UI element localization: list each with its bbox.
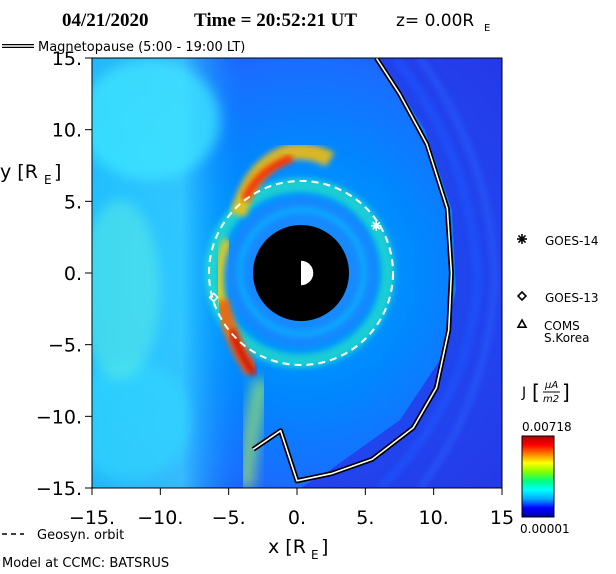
earth-night-side-icon	[288, 260, 301, 286]
goes-14-legend-label: GOES-14	[545, 234, 599, 248]
asterisk-stroke	[517, 234, 527, 244]
tail-lobe-north	[92, 60, 220, 180]
svg-text:]: ]	[54, 161, 61, 183]
triangle-shape	[516, 318, 528, 328]
x-tick-label: 0.	[288, 507, 306, 529]
x-tick-label: −15.	[69, 507, 115, 529]
geosyn-legend: Geosyn. orbit	[2, 528, 124, 543]
goes-13-marker	[208, 292, 219, 303]
svg-text:y [R: y [R	[0, 161, 38, 183]
geosyn-orbit	[208, 180, 394, 366]
goes-14-marker	[371, 220, 382, 231]
magnetopause-legend: Magnetopause (5:00 - 19:00 LT)	[2, 40, 245, 55]
goes-13-legend-label: GOES-13	[545, 291, 599, 305]
title-z: z= 0.00R	[396, 11, 474, 31]
x-tick-label: 10.	[419, 507, 449, 529]
colorbar: J [ μA m2 ] 0.00718 0.00001	[520, 380, 572, 536]
y-tick-label: 10.	[52, 120, 82, 142]
y-tick-label: −5.	[48, 335, 82, 357]
y-tick-label: −15.	[36, 478, 82, 500]
inner-cyan-ring	[237, 207, 367, 337]
y-tick-label: 5.	[64, 191, 82, 213]
colorbar-gradient	[521, 435, 555, 518]
tail-lobe-south	[92, 360, 190, 480]
sheath-band-2	[417, 58, 499, 488]
magnetopause-legend-label: Magnetopause (5:00 - 19:00 LT)	[38, 40, 245, 55]
x-tick-label: 5.	[356, 507, 374, 529]
coms-legend-label-2: S.Korea	[544, 331, 589, 345]
geosyn-legend-label: Geosyn. orbit	[37, 528, 124, 543]
tail-sheet	[92, 200, 160, 380]
current-arc-west	[214, 237, 233, 307]
colorbar-bracket-left: [	[532, 380, 540, 404]
goes-13-legend-icon	[516, 290, 528, 302]
sheath-band-1	[377, 58, 483, 488]
colorbar-max-label: 0.00718	[522, 420, 572, 434]
inner-ring-green	[205, 178, 395, 368]
svg-text:E: E	[44, 173, 52, 187]
title-time: Time = 20:52:21 UT	[194, 10, 357, 31]
magnetopause-line	[252, 58, 453, 482]
y-tick-label: −10.	[36, 406, 82, 428]
current-arc-north-core	[241, 154, 294, 202]
svg-text:x [R: x [R	[268, 536, 306, 558]
x-axis-ticks: −15. −10. −5. 0. 5. 10. 15	[69, 488, 514, 529]
y-axis-ticks: −15. −10. −5. 0. 5. 10. 15.	[36, 48, 92, 500]
diamond-shape	[208, 292, 219, 303]
colorbar-unit-num: μA	[544, 380, 558, 391]
title-date: 04/21/2020	[62, 10, 149, 31]
x-tick-label: −5.	[212, 507, 246, 529]
colorbar-label: J	[521, 385, 526, 401]
diamond-shape	[516, 290, 528, 302]
y-tick-label: 0.	[64, 263, 82, 285]
y-tick-label: 15.	[52, 48, 82, 70]
title-z-subscript: E	[484, 23, 490, 34]
goes-14-legend-icon	[517, 234, 527, 244]
asterisk-stroke	[372, 221, 381, 230]
colorbar-unit-den: m2	[543, 394, 559, 405]
satellite-legend: GOES-14 GOES-13 COMS S.Korea	[516, 234, 599, 345]
svg-text:E: E	[311, 548, 319, 562]
tail-stripe	[236, 377, 271, 488]
colorbar-bracket-right: ]	[562, 380, 570, 404]
svg-text:]: ]	[321, 536, 328, 558]
model-credit: Model at CCMC: BATSRUS	[2, 556, 169, 571]
x-axis-title: x [R E ]	[268, 536, 328, 562]
coms-legend-icon	[516, 318, 528, 328]
colorbar-min-label: 0.00001	[520, 522, 570, 536]
plot-area	[92, 58, 502, 488]
x-tick-label: −10.	[137, 507, 183, 529]
x-tick-label: 15	[490, 507, 514, 529]
y-axis-title: y [R E ]	[0, 161, 61, 187]
coms-legend-label: COMS	[544, 319, 580, 333]
